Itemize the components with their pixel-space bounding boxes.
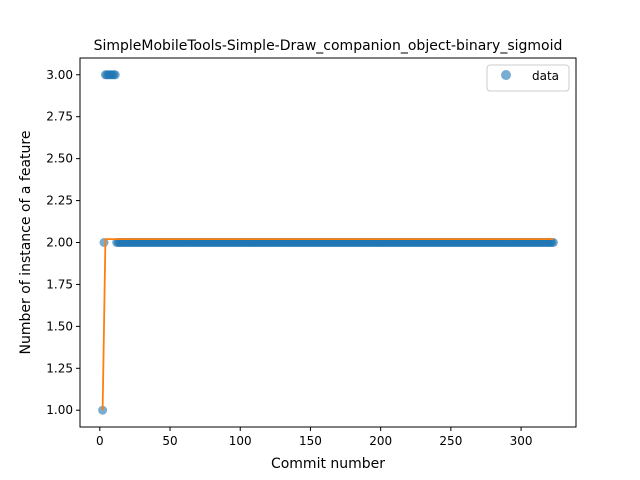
x-tick-label: 100 [229,434,252,448]
legend-marker [501,70,511,80]
y-tick-label: 1.00 [46,403,73,417]
fit-line [101,238,554,411]
y-tick-label: 2.00 [46,236,73,250]
x-axis-label: Commit number [271,456,385,472]
legend: data [486,64,570,92]
plot-area [98,70,558,415]
y-tick-label: 2.25 [46,194,73,208]
y-axis: 1.00 1.25 1.50 1.75 2.00 2.25 2.50 2.75 3.00 [46,68,80,417]
x-tick-label: 0 [96,434,104,448]
x-axis: 0 50 100 150 200 250 300 [96,427,533,448]
y-tick-label: 2.75 [46,110,73,124]
legend-label: data [532,69,559,83]
x-tick-label: 250 [439,434,462,448]
x-tick-label: 200 [369,434,392,448]
y-tick-label: 3.00 [46,68,73,82]
x-tick-label: 300 [510,434,533,448]
data-point [548,238,558,247]
chart-title: SimpleMobileTools-Simple-Draw_companion_… [94,38,563,54]
data-point [110,70,120,80]
x-tick-label: 150 [299,434,322,448]
y-tick-label: 1.25 [46,361,73,375]
x-tick-label: 50 [162,434,177,448]
y-axis-label: Number of instance of a feature [18,131,34,355]
y-tick-label: 2.50 [46,152,73,166]
y-tick-label: 1.75 [46,277,73,291]
y-tick-label: 1.50 [46,319,73,333]
